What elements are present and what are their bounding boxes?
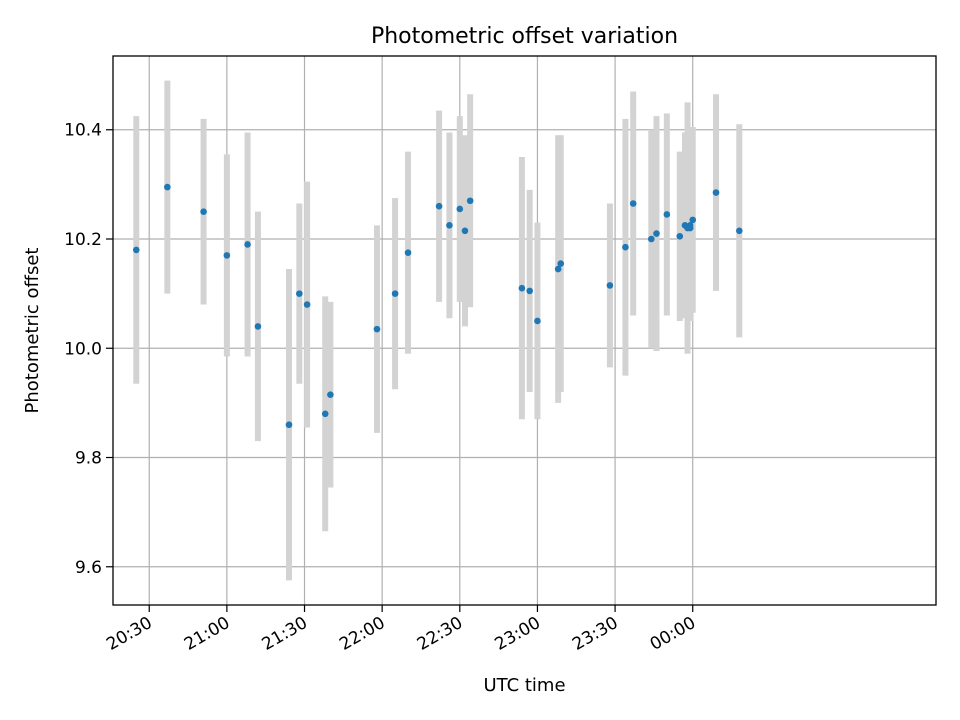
data-point (373, 325, 381, 333)
data-point (285, 421, 293, 429)
data-point (686, 224, 694, 232)
data-point (663, 211, 671, 218)
data-point (557, 260, 565, 267)
data-point (303, 301, 311, 308)
data-point (518, 284, 526, 292)
y-tick-label: 10.0 (64, 339, 102, 359)
data-point (648, 235, 655, 243)
data-point (132, 246, 140, 254)
data-points (132, 183, 743, 429)
data-point (446, 222, 453, 229)
data-point (200, 208, 207, 215)
data-point (435, 202, 443, 210)
data-point (321, 410, 329, 418)
data-point (254, 323, 262, 330)
y-axis-label: Photometric offset (22, 248, 43, 414)
data-point (622, 243, 629, 251)
data-point (676, 232, 684, 240)
data-point (391, 290, 399, 297)
data-point (689, 216, 697, 224)
data-point (456, 205, 464, 213)
y-tick-label: 10.4 (64, 121, 102, 141)
data-point (629, 200, 637, 207)
data-point (244, 241, 251, 248)
y-tick-label: 9.8 (75, 449, 102, 469)
data-point (223, 252, 231, 259)
y-tick-label: 10.2 (64, 230, 102, 250)
data-point (736, 227, 743, 235)
data-point (327, 391, 334, 398)
data-point (296, 290, 303, 297)
data-point (653, 230, 660, 237)
data-point (461, 227, 469, 235)
y-axis-ticks: 9.6 9.8 10.0 10.2 10.4 (64, 121, 113, 578)
data-point (554, 265, 562, 273)
data-point (534, 317, 541, 325)
data-point (526, 287, 533, 295)
data-point (466, 197, 474, 205)
data-point (164, 183, 171, 191)
data-point (606, 282, 614, 289)
chart-title: Photometric offset variation (371, 24, 678, 49)
y-tick-label: 9.6 (75, 558, 102, 578)
data-point (404, 249, 412, 256)
x-axis-label: UTC time (483, 675, 565, 696)
plot-frame (112, 55, 937, 606)
data-point (712, 189, 720, 196)
